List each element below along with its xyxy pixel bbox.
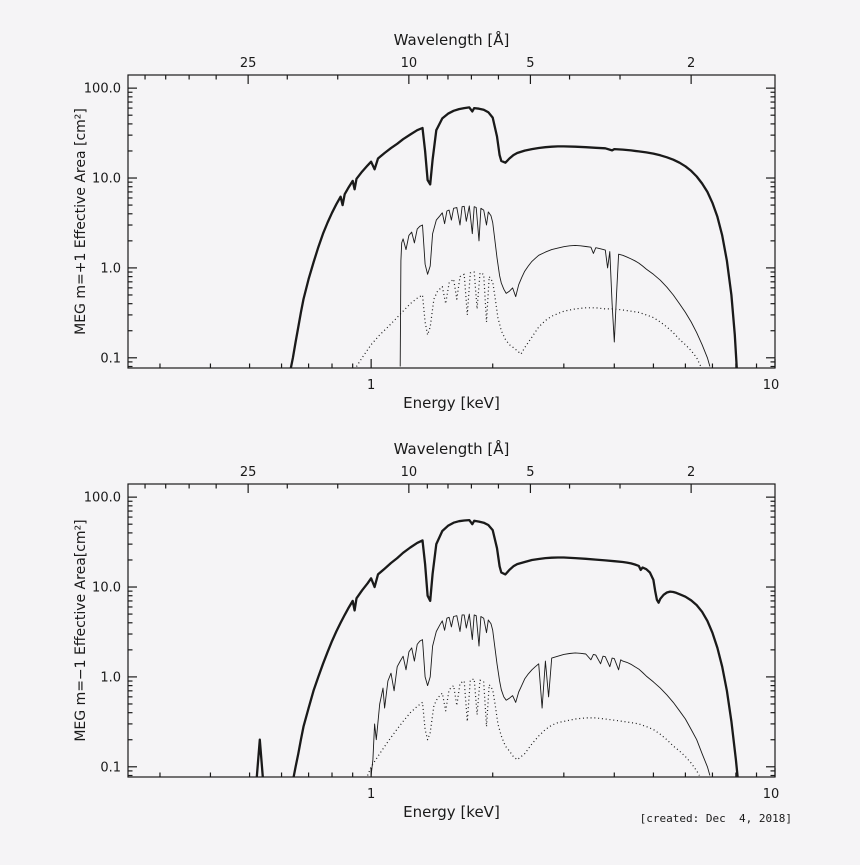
- meg-m-plus-1-plot: 1 10 25 10 5 2 0.1 1.0 10.0 100.0 Wavelength [Å] En…: [73, 30, 780, 412]
- meg-m-minus-1-plot: 1 10 25 10 5 2 0.1 1.0 10.0 100.0 Wavelength [Å] En…: [73, 439, 780, 821]
- plot-frame: [127, 483, 776, 778]
- y-tick-label: 100.0: [84, 82, 121, 97]
- created-note: [created: Dec 4, 2018]: [639, 812, 792, 825]
- meg-m-minus-1-dotted-curve: [367, 678, 700, 776]
- y-tick-label: 0.1: [100, 760, 121, 775]
- wavelength-tick-label: 5: [526, 465, 534, 480]
- wavelength-tick-label: 10: [401, 56, 418, 71]
- x-tick-label: 1: [367, 787, 375, 802]
- wavelength-tick-label: 5: [526, 56, 534, 71]
- wavelength-axis-ticks: [144, 484, 692, 493]
- meg-m-plus-1-thin-solid-curve: [399, 205, 711, 367]
- plot-frame: [127, 74, 776, 369]
- x-axis-title: Energy [keV]: [403, 803, 500, 821]
- y-axis-ticks: [128, 87, 775, 368]
- y-tick-label: 1.0: [100, 670, 121, 685]
- wavelength-tick-label: 2: [687, 465, 695, 480]
- meg-m-minus-1-thin-solid-curve: [370, 613, 711, 776]
- x-axis-title: Energy [keV]: [403, 394, 500, 412]
- x-tick-label: 10: [763, 787, 780, 802]
- y-axis-title: MEG m=−1 Effective Area[cm²]: [73, 519, 89, 741]
- wavelength-tick-label: 2: [687, 56, 695, 71]
- wavelength-axis-ticks: [144, 75, 692, 84]
- wavelength-tick-label: 10: [401, 465, 418, 480]
- x-axis-ticks: [159, 768, 776, 777]
- meg-m-plus-1-dotted-curve: [355, 271, 702, 367]
- wavelength-tick-label: 25: [240, 465, 257, 480]
- x-axis-ticks: [159, 359, 776, 368]
- y-axis-ticks: [128, 496, 775, 777]
- y-tick-label: 1.0: [100, 261, 121, 276]
- wavelength-tick-label: 25: [240, 56, 257, 71]
- meg-m-plus-1-thick-solid-curve: [289, 106, 738, 368]
- y-tick-label: 0.1: [100, 351, 121, 366]
- y-tick-label: 10.0: [92, 172, 121, 187]
- x-tick-label: 1: [367, 378, 375, 393]
- wavelength-axis-title: Wavelength [Å]: [394, 439, 510, 458]
- x-tick-label: 10: [763, 378, 780, 393]
- y-tick-label: 100.0: [84, 491, 121, 506]
- y-axis-title: MEG m=+1 Effective Area [cm²]: [73, 108, 89, 335]
- y-tick-label: 10.0: [92, 581, 121, 596]
- meg-m-minus-1-thick-solid-curve: [255, 518, 739, 777]
- wavelength-axis-title: Wavelength [Å]: [394, 30, 510, 49]
